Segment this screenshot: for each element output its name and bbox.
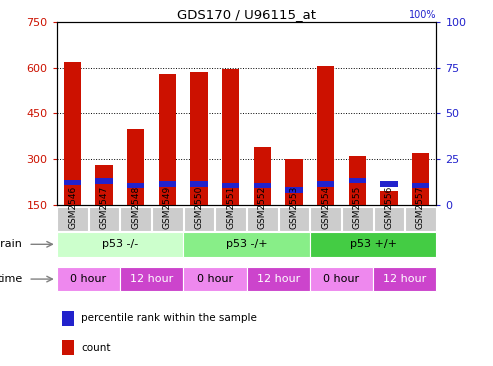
Bar [246, 267, 310, 291]
Text: 12 hour: 12 hour [256, 274, 300, 284]
Bar [96, 178, 113, 184]
Text: p53 -/-: p53 -/- [102, 239, 138, 249]
Title: GDS170 / U96115_at: GDS170 / U96115_at [177, 8, 316, 21]
Bar [253, 183, 271, 188]
Bar [159, 181, 176, 187]
Text: GSM2547: GSM2547 [100, 186, 108, 229]
Bar [183, 267, 246, 291]
Bar [412, 183, 429, 188]
Bar [310, 232, 436, 257]
Bar [310, 267, 373, 291]
Bar [373, 267, 436, 291]
Text: strain: strain [0, 239, 23, 249]
Text: time: time [0, 274, 23, 284]
Text: 12 hour: 12 hour [383, 274, 426, 284]
Text: GSM2549: GSM2549 [163, 186, 172, 229]
Bar [190, 72, 208, 205]
Bar [253, 147, 271, 205]
Bar [127, 183, 144, 188]
Text: 100%: 100% [409, 10, 436, 20]
Bar [222, 69, 240, 205]
Text: 0 hour: 0 hour [70, 274, 106, 284]
Text: GSM2557: GSM2557 [416, 185, 425, 229]
Text: GSM2546: GSM2546 [68, 186, 77, 229]
Bar [285, 187, 303, 193]
Bar [127, 129, 144, 205]
Text: 12 hour: 12 hour [130, 274, 173, 284]
Bar [120, 267, 183, 291]
Text: GSM2553: GSM2553 [289, 185, 298, 229]
Bar [159, 74, 176, 205]
Text: p53 -/+: p53 -/+ [226, 239, 267, 249]
Text: count: count [81, 343, 111, 353]
Text: p53 +/+: p53 +/+ [350, 239, 396, 249]
Bar [349, 178, 366, 183]
Bar [317, 66, 334, 205]
Text: GSM2552: GSM2552 [258, 186, 267, 229]
Bar [380, 191, 397, 205]
Text: GSM2551: GSM2551 [226, 185, 235, 229]
Bar [222, 183, 240, 188]
Bar [96, 165, 113, 205]
Text: percentile rank within the sample: percentile rank within the sample [81, 313, 257, 324]
Bar [412, 153, 429, 205]
Bar [64, 61, 81, 205]
Bar [285, 159, 303, 205]
Text: 0 hour: 0 hour [323, 274, 359, 284]
Text: GSM2548: GSM2548 [131, 186, 141, 229]
Text: GSM2556: GSM2556 [385, 185, 393, 229]
Bar [317, 181, 334, 187]
Bar [349, 156, 366, 205]
Bar [190, 181, 208, 187]
Bar [64, 180, 81, 185]
Text: GSM2554: GSM2554 [321, 186, 330, 229]
Bar [57, 232, 183, 257]
Text: GSM2555: GSM2555 [352, 185, 362, 229]
Text: 0 hour: 0 hour [197, 274, 233, 284]
Text: GSM2550: GSM2550 [195, 185, 204, 229]
Bar [380, 181, 397, 187]
Bar [57, 267, 120, 291]
Bar [183, 232, 310, 257]
